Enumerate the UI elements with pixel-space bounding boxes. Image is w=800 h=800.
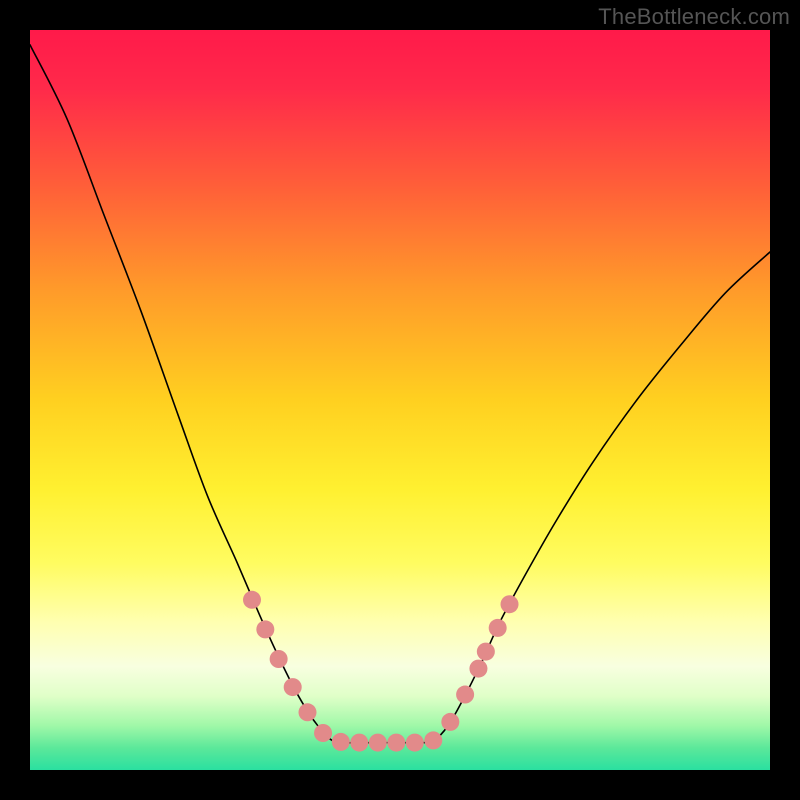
data-marker [243, 591, 261, 609]
bottleneck-curve [30, 45, 770, 743]
data-marker [350, 734, 368, 752]
data-marker [501, 595, 519, 613]
data-marker [284, 678, 302, 696]
data-marker [270, 650, 288, 668]
data-marker [299, 703, 317, 721]
data-marker [406, 734, 424, 752]
chart-svg [30, 30, 770, 770]
data-marker [441, 713, 459, 731]
watermark-label: TheBottleneck.com [598, 4, 790, 30]
data-marker [332, 733, 350, 751]
plot-area [30, 30, 770, 770]
data-marker [477, 643, 495, 661]
figure-root: TheBottleneck.com [0, 0, 800, 800]
data-marker [489, 619, 507, 637]
data-marker [256, 620, 274, 638]
data-marker [369, 734, 387, 752]
data-marker [387, 734, 405, 752]
data-marker [456, 686, 474, 704]
marker-group [243, 591, 519, 752]
data-marker [314, 724, 332, 742]
data-marker [424, 731, 442, 749]
data-marker [469, 660, 487, 678]
